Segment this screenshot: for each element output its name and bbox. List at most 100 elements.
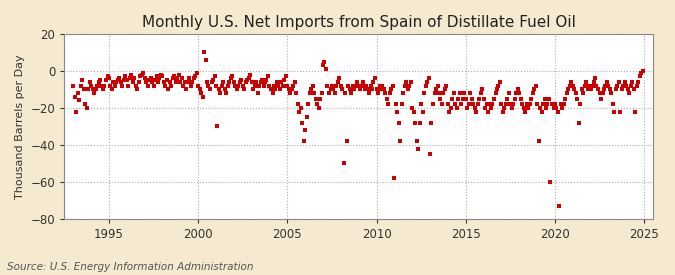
- Point: [86, 84, 97, 88]
- Point: [431, 87, 441, 92]
- Point: [202, 80, 213, 84]
- Point: [111, 80, 122, 84]
- Point: [325, 87, 336, 92]
- Point: [120, 74, 131, 79]
- Point: [187, 80, 198, 84]
- Point: [117, 84, 128, 88]
- Point: [360, 84, 371, 88]
- Point: [412, 146, 423, 151]
- Point: [452, 106, 462, 110]
- Point: [346, 91, 356, 95]
- Point: [484, 102, 495, 106]
- Point: [380, 91, 391, 95]
- Point: [426, 120, 437, 125]
- Point: [269, 84, 279, 88]
- Point: [573, 120, 584, 125]
- Point: [319, 59, 330, 64]
- Point: [90, 87, 101, 92]
- Point: [634, 74, 645, 79]
- Point: [219, 87, 230, 92]
- Point: [312, 102, 323, 106]
- Point: [84, 80, 95, 84]
- Point: [510, 97, 520, 101]
- Point: [502, 97, 513, 101]
- Point: [526, 97, 537, 101]
- Point: [304, 91, 315, 95]
- Point: [580, 80, 591, 84]
- Point: [511, 91, 522, 95]
- Point: [301, 115, 312, 119]
- Point: [402, 87, 413, 92]
- Point: [102, 74, 113, 79]
- Point: [114, 76, 125, 81]
- Point: [387, 84, 398, 88]
- Point: [96, 84, 107, 88]
- Point: [165, 80, 176, 84]
- Point: [221, 91, 232, 95]
- Point: [499, 106, 510, 110]
- Point: [108, 80, 119, 84]
- Point: [542, 102, 553, 106]
- Point: [547, 102, 558, 106]
- Point: [483, 109, 493, 114]
- Point: [450, 102, 461, 106]
- Point: [630, 109, 641, 114]
- Point: [203, 84, 214, 88]
- Point: [636, 71, 647, 75]
- Point: [527, 91, 538, 95]
- Point: [566, 80, 576, 84]
- Point: [306, 87, 317, 92]
- Point: [491, 87, 502, 92]
- Point: [489, 97, 500, 101]
- Point: [429, 91, 440, 95]
- Point: [151, 74, 162, 79]
- Point: [232, 87, 242, 92]
- Point: [435, 97, 446, 101]
- Point: [611, 87, 622, 92]
- Point: [406, 80, 416, 84]
- Point: [297, 120, 308, 125]
- Text: Source: U.S. Energy Information Administration: Source: U.S. Energy Information Administ…: [7, 262, 253, 272]
- Point: [603, 84, 614, 88]
- Point: [570, 91, 581, 95]
- Point: [275, 87, 286, 92]
- Point: [230, 84, 241, 88]
- Point: [303, 102, 314, 106]
- Point: [80, 102, 90, 106]
- Point: [115, 80, 126, 84]
- Point: [213, 87, 224, 92]
- Point: [462, 106, 472, 110]
- Point: [118, 78, 129, 82]
- Point: [200, 58, 211, 62]
- Point: [457, 97, 468, 101]
- Point: [385, 91, 396, 95]
- Point: [243, 76, 254, 81]
- Point: [273, 84, 284, 88]
- Point: [416, 102, 427, 106]
- Point: [234, 80, 245, 84]
- Point: [197, 95, 208, 99]
- Point: [315, 97, 325, 101]
- Point: [551, 106, 562, 110]
- Point: [310, 97, 321, 101]
- Point: [425, 152, 435, 156]
- Point: [466, 97, 477, 101]
- Point: [76, 84, 86, 88]
- Point: [401, 80, 412, 84]
- Point: [532, 102, 543, 106]
- Point: [377, 84, 388, 88]
- Point: [535, 106, 545, 110]
- Point: [404, 84, 414, 88]
- Point: [217, 84, 227, 88]
- Point: [355, 87, 366, 92]
- Point: [358, 80, 369, 84]
- Point: [487, 102, 498, 106]
- Point: [223, 84, 234, 88]
- Point: [218, 80, 229, 84]
- Point: [396, 102, 407, 106]
- Point: [71, 109, 82, 114]
- Point: [470, 109, 481, 114]
- Point: [291, 91, 302, 95]
- Point: [548, 106, 559, 110]
- Point: [212, 124, 223, 128]
